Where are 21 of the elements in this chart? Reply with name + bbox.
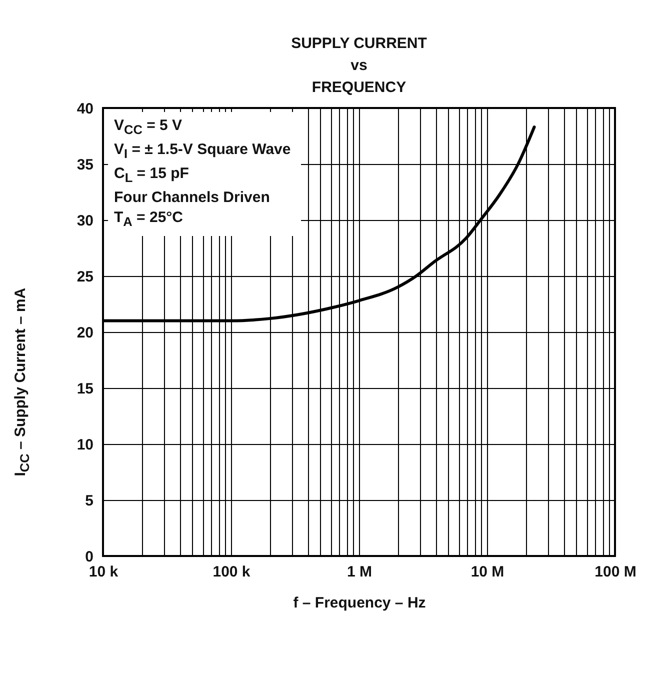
y-tick-label: 30 [76, 212, 94, 230]
y-tick-label: 15 [76, 380, 94, 398]
x-tick-label: 10 M [470, 564, 504, 580]
annotation: T$_{A}$ = 25°C [114, 208, 184, 231]
x-tick-label: 10 k [88, 564, 119, 580]
annotation: V$_{CC}$ = 5 V [114, 116, 184, 139]
y-tick-label: 0 [85, 548, 94, 566]
annotation: V$_{I}$ = ± 1.5-V Square Wave [114, 140, 291, 163]
y-tick-label: 25 [76, 268, 94, 286]
y-tick-label: 5 [85, 492, 94, 510]
annotation: Four Channels Driven [114, 188, 271, 208]
x-axis-title: f – Frequency – Hz [293, 594, 426, 612]
y-tick-label: 40 [76, 100, 94, 118]
annotation: C$_{L}$ = 15 pF [114, 164, 190, 187]
y-tick-label: 10 [76, 436, 94, 454]
y-tick-label: 35 [76, 156, 94, 174]
chart-title: SUPPLY CURRENT vs FREQUENCY [291, 35, 427, 96]
x-tick-label: 1 M [346, 564, 372, 580]
y-tick-label: 20 [76, 324, 94, 342]
x-tick-label: 100 M [594, 564, 636, 580]
x-tick-label: 100 k [212, 564, 251, 580]
